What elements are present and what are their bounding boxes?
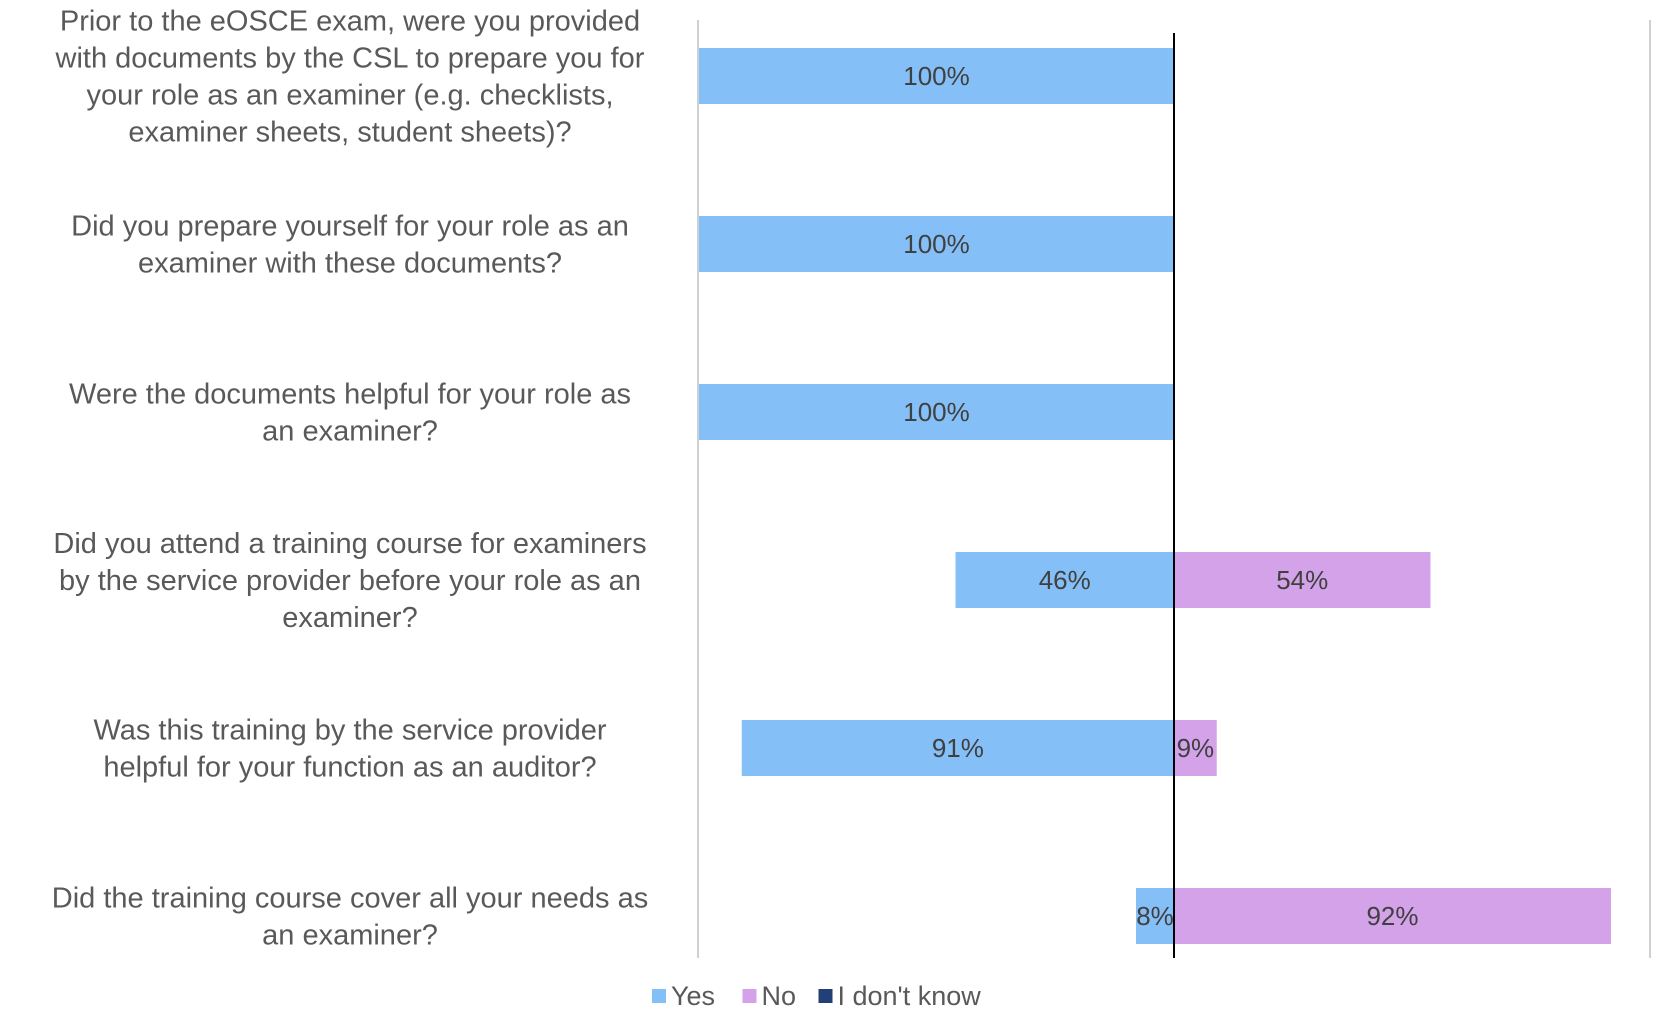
bar-no	[1174, 552, 1431, 608]
category-label-line: examiner with these documents?	[138, 248, 562, 280]
category-label-line: examiner sheets, student sheets)?	[128, 117, 571, 149]
data-label: 100%	[903, 229, 970, 259]
category-label-line: Did the training course cover all your n…	[52, 883, 648, 915]
legend-label: Yes	[671, 981, 715, 1011]
category-label-line: by the service provider before your role…	[59, 565, 641, 597]
data-label: 9%	[1177, 733, 1215, 763]
category-labels: Prior to the eOSCE exam, were you provid…	[52, 6, 648, 952]
bar-yes	[741, 720, 1174, 776]
category-label-line: with documents by the CSL to prepare you…	[55, 43, 645, 75]
legend: Yes No I don't know	[652, 981, 981, 1011]
category-label-line: an examiner?	[262, 416, 438, 448]
legend-label: No	[762, 981, 797, 1011]
category-label: Was this training by the service provide…	[93, 715, 606, 784]
category-label-line: Did you attend a training course for exa…	[53, 528, 646, 560]
legend-swatch	[818, 989, 833, 1003]
category-label: Did you prepare yourself for your role a…	[71, 211, 629, 280]
data-labels: 100% 100% 100% 46% 91% 8% 54% 9% 92%	[903, 61, 1418, 931]
bars	[699, 48, 1611, 944]
category-label-line: examiner?	[282, 602, 417, 634]
category-label-line: your role as an examiner (e.g. checklist…	[86, 80, 613, 112]
legend-swatch	[742, 989, 757, 1003]
bar-no	[1174, 720, 1217, 776]
category-label: Were the documents helpful for your role…	[69, 379, 631, 448]
bar-yes	[699, 384, 1174, 440]
category-label: Prior to the eOSCE exam, were you provid…	[55, 6, 645, 149]
bar-yes	[955, 552, 1174, 608]
category-label: Did the training course cover all your n…	[52, 883, 648, 952]
category-label-line: Were the documents helpful for your role…	[69, 379, 631, 411]
category-label-line: Was this training by the service provide…	[93, 715, 606, 747]
data-label: 92%	[1366, 901, 1418, 931]
data-label: 46%	[1039, 565, 1091, 595]
category-label-line: Did you prepare yourself for your role a…	[71, 211, 629, 243]
category-label-line: helpful for your function as an auditor?	[103, 752, 596, 784]
bar-yes	[699, 216, 1174, 272]
data-label: 100%	[903, 61, 970, 91]
category-label-line: Prior to the eOSCE exam, were you provid…	[60, 6, 640, 38]
axis-lines	[697, 20, 1651, 958]
category-label-line: an examiner?	[262, 920, 438, 952]
data-label: 8%	[1136, 901, 1174, 931]
legend-label: I don't know	[838, 981, 982, 1011]
data-label: 91%	[932, 733, 984, 763]
bar-yes	[699, 48, 1174, 104]
bar-yes	[1136, 888, 1174, 944]
bar-no	[1174, 888, 1611, 944]
legend-swatch	[652, 989, 666, 1003]
data-label: 100%	[903, 397, 970, 427]
category-label: Did you attend a training course for exa…	[53, 528, 646, 634]
data-label: 54%	[1276, 565, 1328, 595]
